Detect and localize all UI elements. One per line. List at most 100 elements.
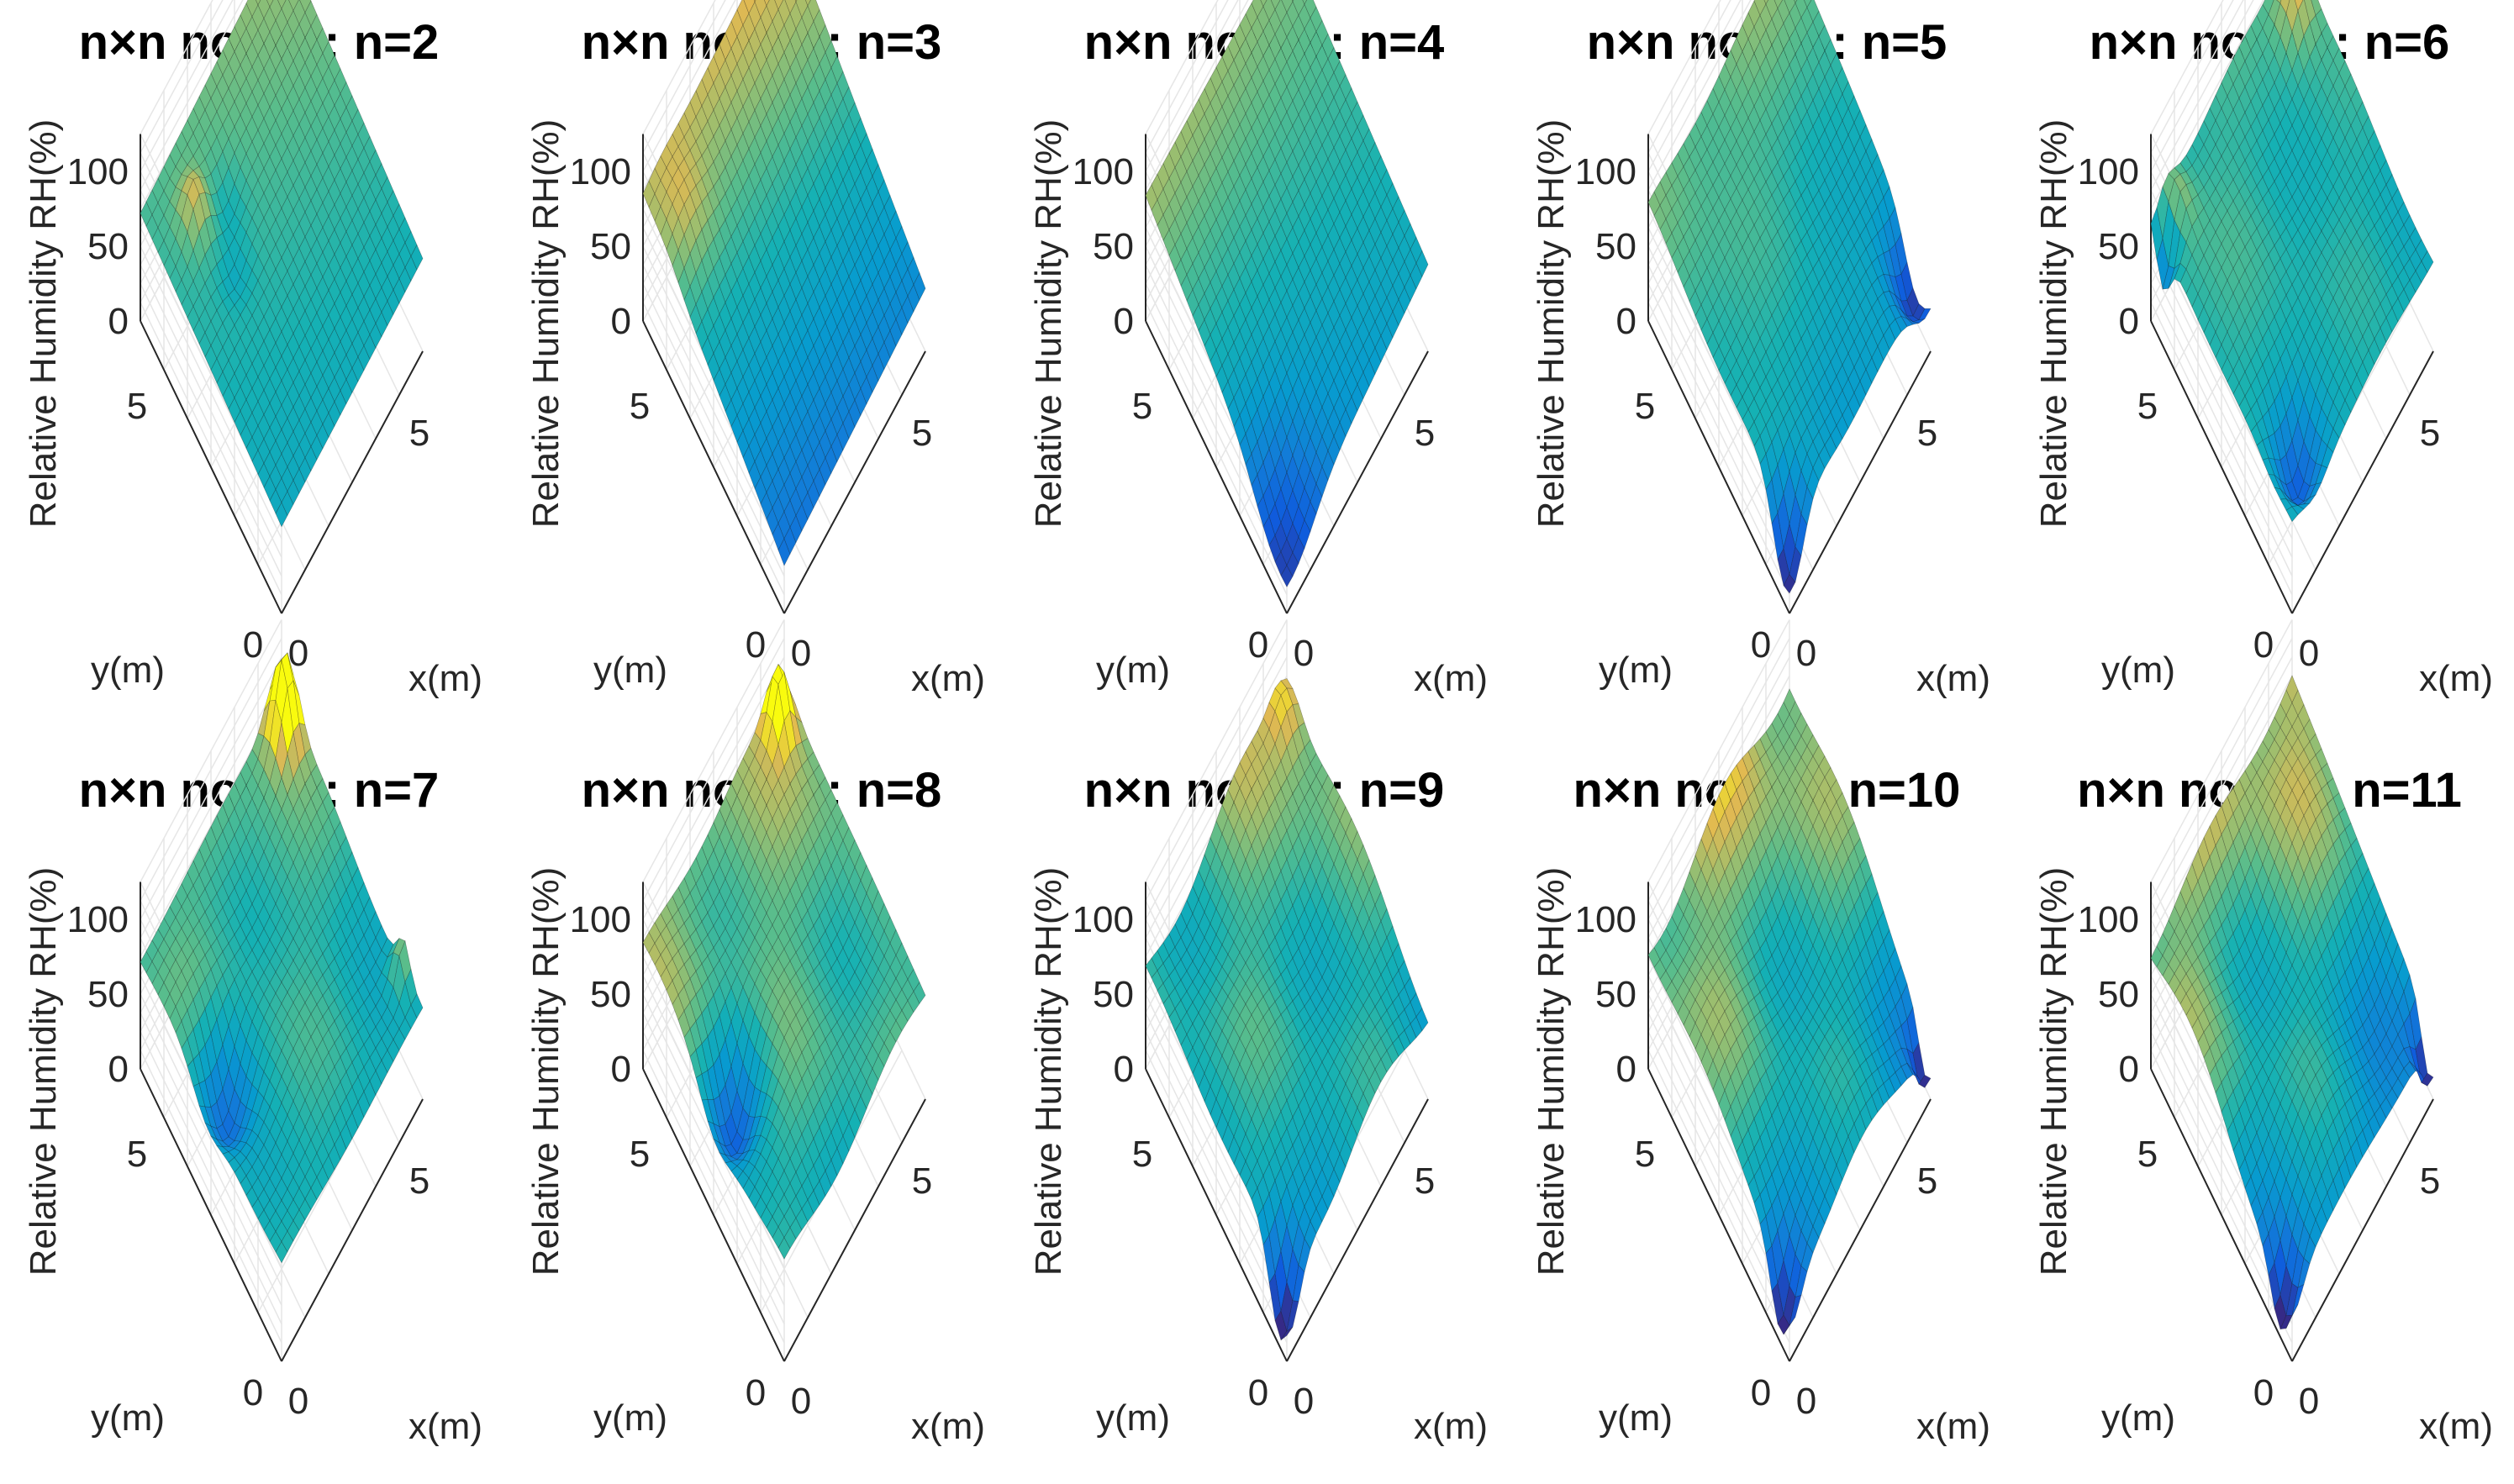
tick-label: 0 xyxy=(1796,633,1816,674)
tick-label: 0 xyxy=(1294,1381,1314,1422)
rh-surface xyxy=(643,665,925,1260)
tick-label: 5 xyxy=(912,1160,932,1202)
tick-label: 0 xyxy=(611,1049,631,1090)
rh-surface xyxy=(643,0,925,566)
tick-label: 50 xyxy=(87,974,129,1015)
tick-label: 5 xyxy=(1415,413,1435,454)
x-axis-label: x(m) xyxy=(2419,658,2493,699)
surface-plot-n5: n×n nodes: n=50501000505x(m)y(m)Relative… xyxy=(1508,0,2011,736)
tick-label: 50 xyxy=(1093,974,1134,1015)
surface-plot-n10: n×n nodes: n=100501000505x(m)y(m)Relativ… xyxy=(1508,748,2011,1484)
surface-plot-n6: n×n nodes: n=60501000505x(m)y(m)Relative… xyxy=(2011,0,2513,736)
tick-label: 0 xyxy=(1248,1372,1268,1413)
chart-panel-n10: n×n nodes: n=100501000505x(m)y(m)Relativ… xyxy=(1508,748,2011,1484)
y-axis-label: y(m) xyxy=(2101,650,2175,691)
tick-label: 0 xyxy=(288,1381,308,1422)
chart-panel-n3: n×n nodes: n=30501000505x(m)y(m)Relative… xyxy=(503,0,1005,736)
tick-label: 100 xyxy=(67,151,129,192)
tick-label: 100 xyxy=(2078,151,2139,192)
tick-label: 50 xyxy=(1595,226,1636,267)
chart-panel-n9: n×n nodes: n=90501000505x(m)y(m)Relative… xyxy=(1005,748,1508,1484)
y-axis-label: y(m) xyxy=(593,650,667,691)
tick-label: 5 xyxy=(409,1160,430,1202)
tick-label: 5 xyxy=(1917,413,1937,454)
x-axis-label: x(m) xyxy=(911,1406,985,1447)
tick-label: 5 xyxy=(912,413,932,454)
tick-label: 50 xyxy=(590,226,631,267)
x-axis-label: x(m) xyxy=(911,658,985,699)
chart-panel-n2: n×n nodes: n=20501000505x(m)y(m)Relative… xyxy=(0,0,503,736)
tick-label: 5 xyxy=(630,386,650,427)
tick-label: 5 xyxy=(2137,386,2158,427)
rh-surface xyxy=(1648,0,1931,593)
tick-label: 0 xyxy=(1114,1049,1134,1090)
tick-label: 50 xyxy=(1093,226,1134,267)
tick-label: 0 xyxy=(1114,301,1134,342)
tick-label: 0 xyxy=(1294,633,1314,674)
surface-plot-n4: n×n nodes: n=40501000505x(m)y(m)Relative… xyxy=(1005,0,1508,736)
tick-label: 0 xyxy=(2119,301,2139,342)
surface-plot-n7: n×n nodes: n=70501000505x(m)y(m)Relative… xyxy=(0,748,503,1484)
tick-label: 0 xyxy=(611,301,631,342)
z-axis-label: Relative Humidity RH(%) xyxy=(23,867,64,1276)
tick-label: 100 xyxy=(67,899,129,940)
tick-label: 100 xyxy=(570,151,631,192)
x-axis-label: x(m) xyxy=(1916,658,1990,699)
y-axis-label: y(m) xyxy=(91,650,165,691)
x-axis-label: x(m) xyxy=(1414,1406,1488,1447)
tick-label: 5 xyxy=(630,1134,650,1175)
z-axis-label: Relative Humidity RH(%) xyxy=(1531,119,1572,529)
tick-label: 0 xyxy=(108,1049,129,1090)
rh-surface xyxy=(2151,0,2433,522)
chart-panel-n8: n×n nodes: n=80501000505x(m)y(m)Relative… xyxy=(503,748,1005,1484)
tick-label: 5 xyxy=(2420,413,2440,454)
tick-label: 5 xyxy=(127,386,147,427)
tick-label: 50 xyxy=(2098,226,2139,267)
tick-label: 100 xyxy=(1073,899,1134,940)
z-axis-label: Relative Humidity RH(%) xyxy=(2033,119,2074,529)
x-axis-label: x(m) xyxy=(1414,658,1488,699)
rh-surface xyxy=(1146,0,1428,587)
z-axis-label: Relative Humidity RH(%) xyxy=(23,119,64,529)
surface-plot-n9: n×n nodes: n=90501000505x(m)y(m)Relative… xyxy=(1005,748,1508,1484)
tick-label: 0 xyxy=(746,1372,766,1413)
tick-label: 5 xyxy=(127,1134,147,1175)
tick-label: 50 xyxy=(87,226,129,267)
y-axis-label: y(m) xyxy=(593,1397,667,1439)
y-axis-label: y(m) xyxy=(1096,1397,1170,1439)
y-axis-label: y(m) xyxy=(1599,650,1673,691)
tick-label: 100 xyxy=(1575,151,1636,192)
tick-label: 5 xyxy=(1415,1160,1435,1202)
y-axis-label: y(m) xyxy=(91,1397,165,1439)
tick-label: 0 xyxy=(791,633,811,674)
rh-surface xyxy=(140,0,423,527)
tick-label: 0 xyxy=(791,1381,811,1422)
tick-label: 50 xyxy=(590,974,631,1015)
tick-label: 0 xyxy=(1616,301,1636,342)
z-axis-label: Relative Humidity RH(%) xyxy=(1028,867,1069,1276)
tick-label: 0 xyxy=(108,301,129,342)
chart-panel-n7: n×n nodes: n=70501000505x(m)y(m)Relative… xyxy=(0,748,503,1484)
tick-label: 100 xyxy=(570,899,631,940)
surface-plot-n8: n×n nodes: n=80501000505x(m)y(m)Relative… xyxy=(503,748,1005,1484)
tick-label: 5 xyxy=(409,413,430,454)
tick-label: 100 xyxy=(1073,151,1134,192)
x-axis-label: x(m) xyxy=(408,1406,482,1447)
tick-label: 0 xyxy=(2299,633,2319,674)
surface-plot-n3: n×n nodes: n=30501000505x(m)y(m)Relative… xyxy=(503,0,1005,736)
chart-panel-n6: n×n nodes: n=60501000505x(m)y(m)Relative… xyxy=(2011,0,2513,736)
tick-label: 5 xyxy=(1132,386,1152,427)
z-axis-label: Relative Humidity RH(%) xyxy=(1028,119,1069,529)
tick-label: 0 xyxy=(243,1372,263,1413)
chart-panel-n4: n×n nodes: n=40501000505x(m)y(m)Relative… xyxy=(1005,0,1508,736)
y-axis-label: y(m) xyxy=(1096,650,1170,691)
x-axis-label: x(m) xyxy=(408,658,482,699)
tick-label: 5 xyxy=(1635,386,1655,427)
tick-label: 5 xyxy=(1132,1134,1152,1175)
chart-panel-n5: n×n nodes: n=50501000505x(m)y(m)Relative… xyxy=(1508,0,2011,736)
rh-surface xyxy=(140,653,423,1263)
z-axis-label: Relative Humidity RH(%) xyxy=(525,119,567,529)
surface-plot-n2: n×n nodes: n=20501000505x(m)y(m)Relative… xyxy=(0,0,503,736)
z-axis-label: Relative Humidity RH(%) xyxy=(525,867,567,1276)
